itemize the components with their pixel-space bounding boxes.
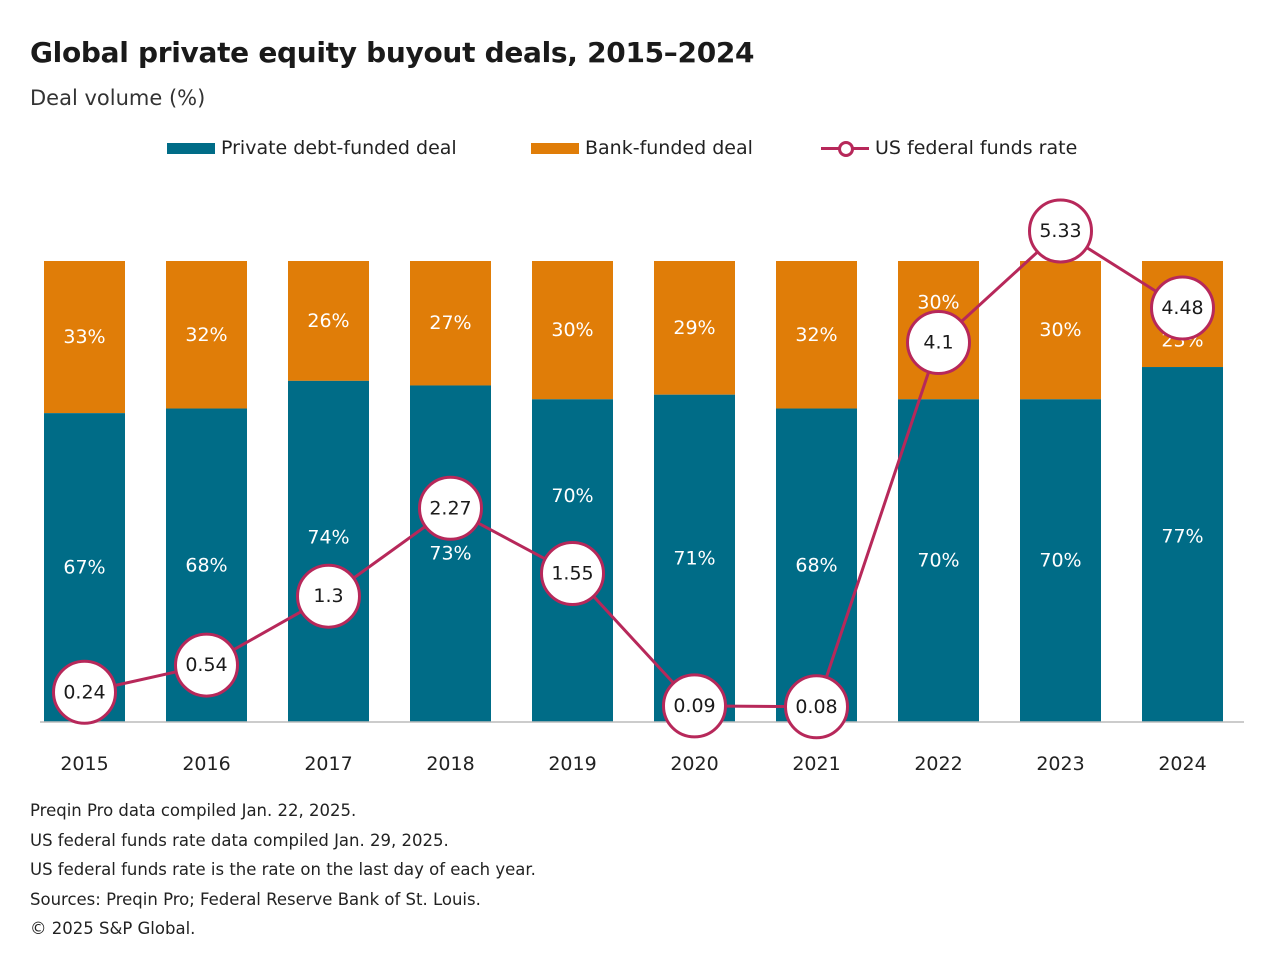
label-private-2023: 70% bbox=[1039, 550, 1081, 572]
bar-bank-2021 bbox=[776, 261, 857, 409]
footer-note: US federal funds rate is the rate on the… bbox=[30, 860, 536, 879]
legend-label-rate: US federal funds rate bbox=[875, 137, 1078, 159]
rate-marker-2016 bbox=[174, 632, 239, 698]
label-bank-2023: 30% bbox=[1039, 319, 1081, 341]
bar-bank-2019 bbox=[532, 261, 613, 400]
legend-swatch-rate bbox=[821, 136, 869, 160]
rate-marker-2024 bbox=[1150, 275, 1215, 341]
legend-item-private: Private debt-funded deal bbox=[167, 136, 457, 160]
bar-private-2018 bbox=[410, 385, 491, 722]
rate-label-2021: 0.08 bbox=[795, 696, 837, 718]
rate-label-2022: 4.1 bbox=[923, 331, 953, 353]
rate-marker-2021 bbox=[784, 674, 849, 740]
label-private-2018: 73% bbox=[429, 543, 471, 565]
rate-marker-2020 bbox=[662, 673, 727, 739]
chart-plot: 33% 67% 2015 32% 68% 2016 26% 74% 2017 27% 73% 2018… bbox=[40, 198, 1244, 775]
bar-private-2017 bbox=[288, 380, 369, 722]
tick-label-2020: 2020 bbox=[670, 753, 718, 775]
footer-note: © 2025 S&P Global. bbox=[30, 919, 196, 938]
tick-label-2018: 2018 bbox=[426, 753, 474, 775]
rate-label-2016: 0.54 bbox=[185, 654, 227, 676]
label-private-2024: 77% bbox=[1161, 526, 1203, 548]
tick-label-2022: 2022 bbox=[914, 753, 962, 775]
bar-bank-2018 bbox=[410, 261, 491, 386]
footer-note: Preqin Pro data compiled Jan. 22, 2025. bbox=[30, 801, 357, 820]
footer-note: US federal funds rate data compiled Jan.… bbox=[30, 830, 449, 850]
rate-label-2015: 0.24 bbox=[63, 681, 105, 703]
legend-label-private: Private debt-funded deal bbox=[221, 137, 457, 159]
rate-label-2018: 2.27 bbox=[429, 497, 471, 519]
label-bank-2018: 27% bbox=[429, 312, 471, 334]
bar-bank-2020 bbox=[654, 261, 735, 395]
rate-marker-2022 bbox=[906, 309, 971, 375]
rate-label-2023: 5.33 bbox=[1039, 220, 1081, 242]
label-bank-2017: 26% bbox=[307, 310, 349, 332]
label-private-2016: 68% bbox=[185, 554, 227, 576]
rate-marker-2015 bbox=[52, 659, 117, 725]
legend-item-rate: US federal funds rate bbox=[821, 136, 1077, 160]
label-private-2020: 71% bbox=[673, 547, 715, 569]
label-private-2022: 70% bbox=[917, 550, 959, 572]
legend-swatch-bank bbox=[531, 142, 579, 154]
rate-label-2017: 1.3 bbox=[313, 585, 343, 607]
rate-marker-2023 bbox=[1028, 198, 1093, 264]
tick-label-2019: 2019 bbox=[548, 753, 596, 775]
label-bank-2022: 30% bbox=[917, 291, 959, 313]
chart-subtitle: Deal volume (%) bbox=[30, 86, 206, 110]
label-private-2019: 70% bbox=[551, 485, 593, 507]
bar-bank-2023 bbox=[1020, 261, 1101, 400]
rate-label-2019: 1.55 bbox=[551, 563, 593, 585]
tick-label-2024: 2024 bbox=[1158, 753, 1206, 775]
footer-notes: Preqin Pro data compiled Jan. 22, 2025. … bbox=[30, 796, 536, 944]
legend-label-bank: Bank-funded deal bbox=[585, 137, 753, 159]
label-bank-2021: 32% bbox=[795, 324, 837, 346]
rate-marker-2019 bbox=[540, 541, 605, 607]
label-private-2017: 74% bbox=[307, 526, 349, 548]
tick-label-2016: 2016 bbox=[182, 753, 230, 775]
tick-label-2023: 2023 bbox=[1036, 753, 1084, 775]
footer-note: Sources: Preqin Pro; Federal Reserve Ban… bbox=[30, 889, 481, 909]
tick-label-2015: 2015 bbox=[60, 753, 108, 775]
label-private-2015: 67% bbox=[63, 557, 105, 579]
legend-swatch-private bbox=[167, 142, 215, 154]
tick-label-2021: 2021 bbox=[792, 753, 840, 775]
tick-label-2017: 2017 bbox=[304, 753, 352, 775]
rate-marker-2017 bbox=[296, 563, 361, 629]
bar-bank-2016 bbox=[166, 261, 247, 409]
rate-line bbox=[84, 229, 1184, 709]
rate-label-2020: 0.09 bbox=[673, 695, 715, 717]
bar-private-2020 bbox=[654, 394, 735, 722]
legend-item-bank: Bank-funded deal bbox=[531, 136, 753, 160]
label-bank-2019: 30% bbox=[551, 319, 593, 341]
bar-private-2021 bbox=[776, 408, 857, 722]
bar-private-2024 bbox=[1142, 367, 1223, 722]
rate-label-2024: 4.48 bbox=[1161, 297, 1203, 319]
label-private-2021: 68% bbox=[795, 554, 837, 576]
bar-private-2023 bbox=[1020, 399, 1101, 722]
label-bank-2015: 33% bbox=[63, 326, 105, 348]
label-bank-2020: 29% bbox=[673, 317, 715, 339]
bar-bank-2015 bbox=[44, 261, 125, 414]
chart-title: Global private equity buyout deals, 2015… bbox=[30, 36, 755, 69]
label-bank-2016: 32% bbox=[185, 324, 227, 346]
bar-private-2022 bbox=[898, 399, 979, 722]
bar-bank-2017 bbox=[288, 261, 369, 381]
rate-marker-2018 bbox=[418, 475, 483, 541]
